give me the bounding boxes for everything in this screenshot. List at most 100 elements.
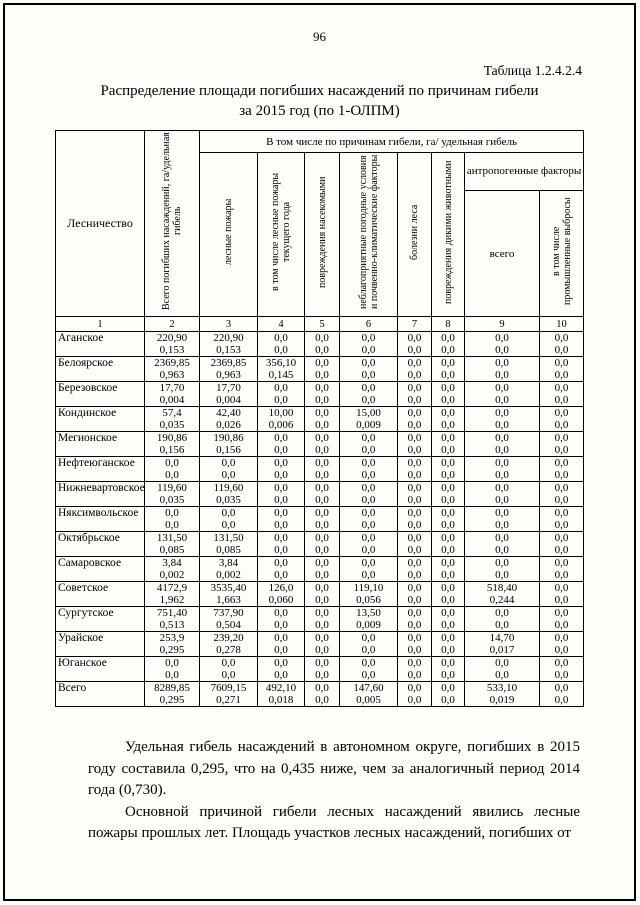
header-forest-disease-label: болезни леса bbox=[409, 204, 420, 260]
value-cell: 0,0 0,0 bbox=[339, 331, 398, 357]
table-row: Урайское 253,9 0,295 239,20 0,278 0,0 0,0 0,0 0,… bbox=[55, 631, 585, 657]
value-cell: 0,0 0,0 bbox=[257, 506, 305, 532]
value-cell: 0,0 0,0 bbox=[257, 381, 305, 407]
value-cell: 0,0 0,0 bbox=[144, 456, 200, 482]
header-causes-band: В том числе по причинам гибели, га/ удел… bbox=[198, 130, 585, 153]
forestry-name: Урайское bbox=[55, 631, 145, 657]
value-cell: 4172,9 1,962 bbox=[144, 581, 200, 607]
value-cell: 0,0 0,0 bbox=[431, 381, 465, 407]
value-cell: 0,0 0,0 bbox=[431, 631, 465, 657]
value-cell: 0,0 0,0 bbox=[538, 406, 585, 432]
column-number: 7 bbox=[397, 316, 432, 332]
value-cell: 0,0 0,0 bbox=[339, 481, 398, 507]
table-row: Нижневартовское 119,60 0,035 119,60 0,035 0,0… bbox=[55, 481, 585, 507]
forestry-name: Белоярское bbox=[55, 356, 145, 382]
value-cell: 0,0 0,0 bbox=[397, 331, 432, 357]
column-number: 4 bbox=[257, 316, 305, 332]
value-cell: 0,0 0,0 bbox=[339, 556, 398, 582]
value-cell: 0,0 0,0 bbox=[397, 456, 432, 482]
title-line-1: Распределение площади погибших насаждени… bbox=[100, 83, 539, 99]
table-row: Октябрьское 131,50 0,085 131,50 0,085 0,0 0,0 0… bbox=[55, 531, 585, 557]
value-cell: 0,0 0,0 bbox=[538, 531, 585, 557]
table-row: Кондинское 57,4 0,035 42,40 0,026 10,00 0,006 0… bbox=[55, 406, 585, 432]
value-cell: 0,0 0,0 bbox=[538, 581, 585, 607]
header-anthropogenic-band: антропогенные факторы bbox=[463, 152, 585, 191]
value-cell: 0,0 0,0 bbox=[464, 456, 540, 482]
value-cell: 0,0 0,0 bbox=[304, 331, 340, 357]
value-cell: 0,0 0,0 bbox=[257, 456, 305, 482]
value-cell: 0,0 0,0 bbox=[304, 506, 340, 532]
header-total-dead: Всего погибших насаждений, га/удельная г… bbox=[144, 130, 200, 317]
value-cell: 8289,85 0,295 bbox=[144, 681, 200, 707]
value-cell: 0,0 0,0 bbox=[257, 431, 305, 457]
value-cell: 0,0 0,0 bbox=[397, 656, 432, 682]
forestry-name: Кондинское bbox=[55, 406, 145, 432]
header-weather-conditions: неблагоприятные погодные условия и почве… bbox=[339, 152, 398, 317]
header-weather-conditions-label: неблагоприятные погодные условия и почве… bbox=[357, 154, 380, 310]
title-line-2: за 2015 год (по 1-ОЛПМ) bbox=[239, 103, 400, 119]
value-cell: 0,0 0,0 bbox=[144, 656, 200, 682]
column-number: 5 bbox=[304, 316, 340, 332]
value-cell: 0,0 0,0 bbox=[538, 556, 585, 582]
header-anthropogenic-total: всего bbox=[464, 190, 540, 317]
value-cell: 0,0 0,0 bbox=[304, 406, 340, 432]
value-cell: 0,0 0,0 bbox=[257, 631, 305, 657]
value-cell: 0,0 0,0 bbox=[304, 681, 340, 707]
value-cell: 0,0 0,0 bbox=[397, 681, 432, 707]
table-row: Юганское 0,0 0,0 0,0 0,0 0,0 0,0 0,0 0,0 0,0 0,0 0,… bbox=[55, 656, 585, 682]
value-cell: 0,0 0,0 bbox=[397, 556, 432, 582]
header-forest-fires: лесные пожары bbox=[199, 152, 258, 317]
value-cell: 0,0 0,0 bbox=[339, 431, 398, 457]
value-cell: 0,0 0,0 bbox=[538, 606, 585, 632]
forestry-name: Юганское bbox=[55, 656, 145, 682]
value-cell: 0,0 0,0 bbox=[431, 531, 465, 557]
value-cell: 0,0 0,0 bbox=[304, 656, 340, 682]
forestry-name: Нефтеюганское bbox=[55, 456, 145, 482]
column-number: 1 bbox=[55, 316, 145, 332]
value-cell: 0,0 0,0 bbox=[199, 656, 258, 682]
value-cell: 0,0 0,0 bbox=[257, 331, 305, 357]
value-cell: 0,0 0,0 bbox=[144, 506, 200, 532]
value-cell: 0,0 0,0 bbox=[257, 531, 305, 557]
value-cell: 0,0 0,0 bbox=[431, 406, 465, 432]
page-number: 96 bbox=[313, 29, 326, 44]
value-cell: 0,0 0,0 bbox=[464, 381, 540, 407]
forestry-name: Нижневартовское bbox=[55, 481, 145, 507]
value-cell: 0,0 0,0 bbox=[304, 381, 340, 407]
value-cell: 0,0 0,0 bbox=[397, 406, 432, 432]
value-cell: 492,10 0,018 bbox=[257, 681, 305, 707]
value-cell: 0,0 0,0 bbox=[304, 556, 340, 582]
value-cell: 0,0 0,0 bbox=[538, 681, 585, 707]
value-cell: 0,0 0,0 bbox=[538, 331, 585, 357]
header-insect-damage-label: повреждения насекомыми bbox=[316, 176, 328, 288]
column-numbers-row: 1 2 3 4 5 6 7 8 9 10 bbox=[55, 316, 585, 332]
value-cell: 131,50 0,085 bbox=[144, 531, 200, 557]
header-fires-current-year: в том числе лесные пожары текущего года bbox=[257, 152, 305, 317]
value-cell: 0,0 0,0 bbox=[431, 506, 465, 532]
value-cell: 0,0 0,0 bbox=[199, 456, 258, 482]
table-label: Таблица 1.2.4.2.4 bbox=[483, 63, 582, 78]
value-cell: 0,0 0,0 bbox=[257, 481, 305, 507]
value-cell: 0,0 0,0 bbox=[339, 381, 398, 407]
table-row: Нефтеюганское 0,0 0,0 0,0 0,0 0,0 0,0 0,0 0,0 0,0… bbox=[55, 456, 585, 482]
value-cell: 0,0 0,0 bbox=[304, 631, 340, 657]
value-cell: 2369,85 0,963 bbox=[199, 356, 258, 382]
header-insect-damage: повреждения насекомыми bbox=[304, 152, 340, 317]
value-cell: 0,0 0,0 bbox=[431, 581, 465, 607]
mortality-table: Лесничество Всего погибших насаждений, г… bbox=[55, 130, 585, 707]
forestry-name: Няксимвольское bbox=[55, 506, 145, 532]
value-cell: 737,90 0,504 bbox=[199, 606, 258, 632]
value-cell: 0,0 0,0 bbox=[431, 456, 465, 482]
value-cell: 0,0 0,0 bbox=[464, 331, 540, 357]
table-row: Няксимвольское 0,0 0,0 0,0 0,0 0,0 0,0 0,0 0,0 0,… bbox=[55, 506, 585, 532]
value-cell: 13,50 0,009 bbox=[339, 606, 398, 632]
value-cell: 0,0 0,0 bbox=[397, 631, 432, 657]
forestry-name: Березовское bbox=[55, 381, 145, 407]
value-cell: 0,0 0,0 bbox=[431, 356, 465, 382]
value-cell: 119,60 0,035 bbox=[199, 481, 258, 507]
value-cell: 356,10 0,145 bbox=[257, 356, 305, 382]
value-cell: 0,0 0,0 bbox=[304, 456, 340, 482]
value-cell: 0,0 0,0 bbox=[538, 656, 585, 682]
value-cell: 0,0 0,0 bbox=[257, 556, 305, 582]
value-cell: 17,70 0,004 bbox=[144, 381, 200, 407]
